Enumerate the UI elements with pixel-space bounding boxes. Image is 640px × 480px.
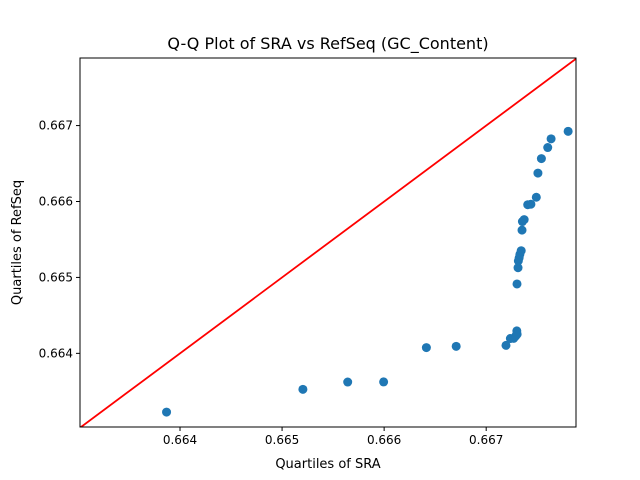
data-point	[563, 126, 573, 136]
data-point	[531, 192, 541, 202]
data-point	[533, 168, 543, 178]
scatter-points-layer	[162, 126, 573, 417]
data-point	[536, 154, 546, 164]
data-point	[512, 279, 522, 289]
x-tick-label: 0.666	[367, 433, 401, 447]
data-point	[451, 341, 461, 351]
reference-line-layer	[80, 58, 576, 427]
data-point	[512, 326, 522, 336]
data-point	[379, 377, 389, 387]
y-tick-label: 0.664	[39, 346, 73, 360]
x-tick-label: 0.665	[265, 433, 299, 447]
data-point	[519, 215, 529, 225]
y-axis-ticks: 0.664 0.665 0.666 0.667	[39, 119, 80, 360]
data-point	[298, 384, 308, 394]
chart-title: Q-Q Plot of SRA vs RefSeq (GC_Content)	[167, 34, 488, 54]
data-point	[543, 143, 553, 153]
reference-line	[80, 58, 576, 427]
data-point	[162, 407, 172, 417]
x-axis-label: Quartiles of SRA	[275, 457, 380, 472]
y-tick-label: 0.665	[39, 270, 73, 284]
x-tick-label: 0.667	[469, 433, 503, 447]
data-point	[513, 263, 523, 273]
y-tick-label: 0.666	[39, 195, 73, 209]
x-tick-label: 0.664	[163, 433, 197, 447]
plot-frame	[79, 57, 577, 428]
data-point	[501, 340, 511, 350]
data-point	[516, 246, 526, 256]
data-point	[343, 377, 353, 387]
y-axis-label: Quartiles of RefSeq	[10, 180, 25, 305]
y-tick-label: 0.667	[39, 119, 73, 133]
data-point	[546, 134, 556, 144]
data-point	[526, 199, 536, 209]
data-point	[517, 225, 527, 235]
x-axis-ticks: 0.664 0.665 0.666 0.667	[163, 427, 503, 447]
data-point	[421, 343, 431, 353]
